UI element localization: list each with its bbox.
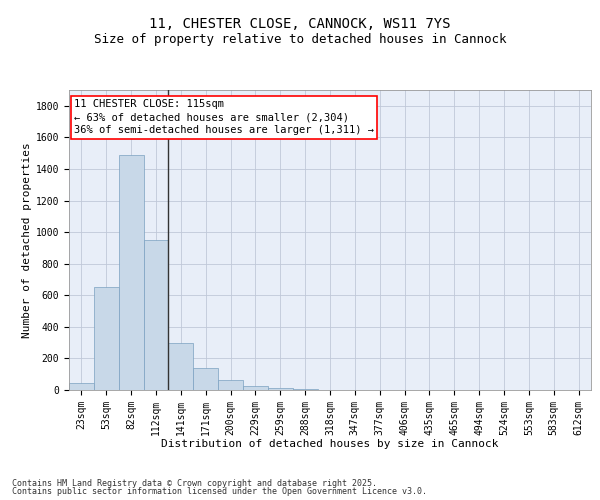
Bar [69, 383, 94, 390]
Bar [169, 342, 193, 390]
Bar [243, 386, 268, 390]
Text: Contains public sector information licensed under the Open Government Licence v3: Contains public sector information licen… [12, 487, 427, 496]
Bar [143, 240, 169, 390]
Text: 11 CHESTER CLOSE: 115sqm
← 63% of detached houses are smaller (2,304)
36% of sem: 11 CHESTER CLOSE: 115sqm ← 63% of detach… [74, 99, 374, 136]
Bar [293, 389, 317, 390]
Bar [268, 388, 293, 390]
Y-axis label: Number of detached properties: Number of detached properties [22, 142, 32, 338]
Bar [119, 154, 143, 390]
Text: 11, CHESTER CLOSE, CANNOCK, WS11 7YS: 11, CHESTER CLOSE, CANNOCK, WS11 7YS [149, 18, 451, 32]
Text: Contains HM Land Registry data © Crown copyright and database right 2025.: Contains HM Land Registry data © Crown c… [12, 478, 377, 488]
X-axis label: Distribution of detached houses by size in Cannock: Distribution of detached houses by size … [161, 439, 499, 449]
Bar [218, 380, 243, 390]
Text: Size of property relative to detached houses in Cannock: Size of property relative to detached ho… [94, 32, 506, 46]
Bar [94, 288, 119, 390]
Bar [193, 368, 218, 390]
